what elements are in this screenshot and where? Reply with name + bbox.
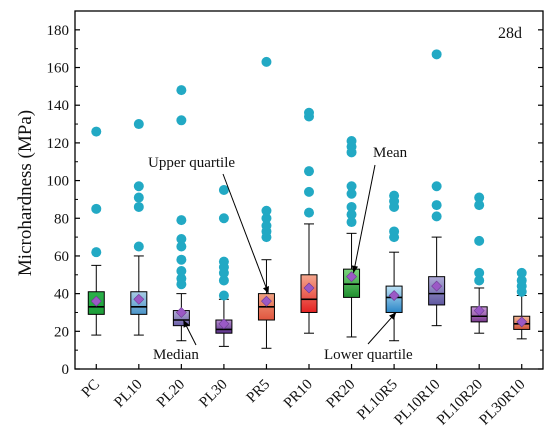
y-axis-title: Microhardness (MPa) [15, 110, 36, 276]
annotation-arrow [367, 312, 397, 345]
x-tick-label: PR5 [244, 377, 274, 407]
mean-marker [261, 295, 272, 307]
outlier-point [133, 181, 144, 192]
outlier-point [304, 107, 314, 118]
mean-marker [473, 305, 485, 317]
x-tick-label: PL30R10 [477, 377, 529, 429]
x-tick-label: PL10R20 [434, 377, 486, 429]
outlier-point [304, 166, 314, 177]
outlier-point [261, 220, 272, 231]
outlier-point [133, 241, 144, 252]
annotation-label: Median [153, 347, 199, 363]
outlier-point [474, 267, 485, 278]
mean-marker [133, 293, 145, 305]
outlier-point [91, 126, 102, 137]
y-tick-label: 180 [47, 23, 70, 39]
y-tick-label: 120 [47, 136, 70, 152]
annotation-label: Lower quartile [324, 347, 413, 363]
outlier-point [261, 56, 272, 67]
outlier-point [346, 181, 357, 192]
outlier-point [176, 115, 187, 126]
outlier-point [176, 254, 187, 265]
outlier-point [346, 136, 357, 147]
x-tick-label: PL20 [154, 377, 188, 411]
outlier-point [176, 233, 187, 244]
outlier-point [516, 267, 527, 278]
y-tick-label: 40 [54, 287, 69, 303]
annotation-arrow [222, 173, 269, 294]
x-tick-label: PR20 [323, 377, 358, 412]
outlier-point [389, 226, 400, 237]
outlier-point [133, 201, 144, 212]
mean-marker [303, 282, 315, 294]
outlier-point [516, 275, 527, 286]
outlier-point [431, 200, 442, 211]
mean-marker [388, 290, 400, 301]
mean-marker [346, 271, 357, 283]
outlier-point [176, 85, 187, 96]
annotation-arrowhead [183, 320, 190, 328]
outlier-point [218, 275, 229, 286]
y-tick-label: 60 [54, 249, 69, 265]
outlier-point [133, 119, 144, 130]
y-tick-label: 0 [62, 362, 70, 378]
outlier-point [91, 247, 102, 258]
x-tick-label: PL10 [111, 377, 145, 411]
x-tick-label: PL30 [196, 377, 230, 411]
x-tick-label: PL10R10 [391, 377, 443, 429]
outlier-point [389, 190, 400, 201]
y-tick-label: 140 [47, 98, 70, 114]
outlier-point [304, 207, 314, 218]
outlier-point [346, 201, 357, 212]
outlier-point [218, 185, 229, 195]
outlier-point [431, 49, 442, 60]
outlier-point [176, 266, 187, 277]
panel-label: 28d [498, 25, 522, 42]
outlier-point [176, 273, 187, 284]
outlier-point [474, 200, 485, 211]
annotation-arrowhead [351, 265, 359, 273]
x-tick-label: PC [79, 377, 103, 401]
y-tick-label: 160 [47, 61, 70, 77]
y-tick-label: 100 [47, 174, 70, 190]
outlier-point [261, 213, 272, 224]
outlier-point [91, 203, 102, 214]
annotation-label: Mean [373, 145, 408, 161]
outlier-point [474, 235, 485, 246]
mean-marker [431, 280, 443, 292]
outlier-point [133, 192, 144, 203]
annotation-arrow [353, 164, 376, 274]
mean-marker [218, 318, 230, 330]
box-body [300, 274, 318, 313]
plot-area: 0 20 40 60 80 100 120 140 160 180 PC PL10 PL20 PL30 PR… [47, 10, 544, 429]
outlier-point [474, 192, 485, 203]
outlier-point [261, 205, 272, 216]
outlier-point [176, 241, 187, 252]
annotation-arrowhead [262, 285, 269, 294]
mean-marker [175, 307, 187, 318]
outlier-point [474, 275, 485, 286]
y-tick-label: 20 [54, 324, 69, 340]
outlier-point [176, 215, 187, 226]
annotation-arrowhead [389, 312, 397, 320]
outlier-point [346, 209, 357, 220]
outlier-point [346, 188, 357, 199]
outlier-point [431, 211, 442, 222]
mean-marker [516, 316, 528, 328]
x-tick-label: PR10 [281, 377, 316, 412]
mean-marker [90, 295, 102, 307]
outlier-point [431, 181, 442, 192]
outlier-point [304, 186, 314, 197]
outlier-point [346, 217, 357, 228]
outlier-point [218, 256, 229, 267]
annotation-label: Upper quartile [148, 155, 235, 171]
y-tick-label: 80 [54, 211, 69, 227]
outlier-point [218, 213, 229, 224]
outlier-point [218, 290, 229, 301]
